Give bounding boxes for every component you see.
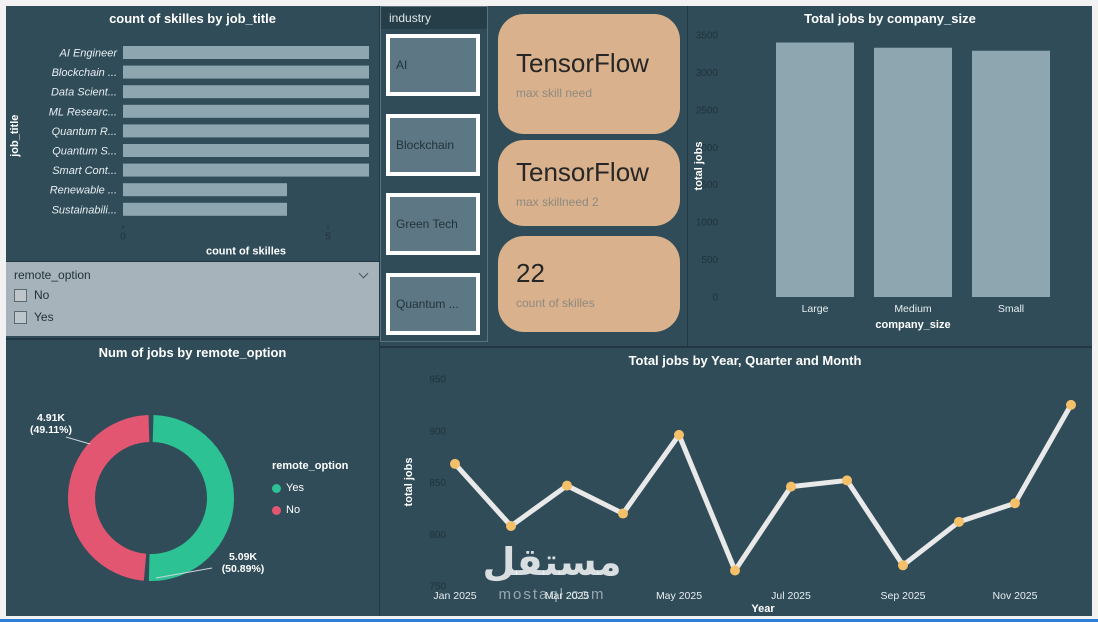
- svg-text:0: 0: [712, 293, 718, 304]
- svg-text:count of skilles: count of skilles: [206, 245, 286, 257]
- kpi-label: max skill need: [516, 86, 593, 100]
- svg-text:job_title: job_title: [9, 115, 21, 158]
- legend-dot-no: [272, 505, 281, 515]
- line-chart-title: Total jobs by Year, Quarter and Month: [628, 353, 862, 368]
- legend-label-yes: Yes: [286, 482, 304, 494]
- slicer-option-no[interactable]: No: [6, 284, 379, 306]
- svg-text:AI Engineer: AI Engineer: [59, 48, 119, 60]
- industry-tile-quantum[interactable]: Quantum ...: [386, 273, 480, 335]
- svg-text:Data Scient...: Data Scient...: [51, 87, 117, 99]
- kpi-label: count of skilles: [516, 296, 595, 310]
- svg-text:May 2025: May 2025: [656, 590, 702, 602]
- svg-text:(49.11%): (49.11%): [30, 424, 72, 436]
- divider: [687, 6, 688, 346]
- legend-dot-yes: [272, 483, 281, 493]
- svg-text:Year: Year: [751, 603, 775, 614]
- slicer-option-label: No: [34, 288, 50, 302]
- legend-item-no[interactable]: No: [272, 504, 348, 516]
- slicer-option-label: Yes: [34, 310, 54, 324]
- svg-text:Renewable ...: Renewable ...: [50, 185, 117, 197]
- company-size-chart-title: Total jobs by company_size: [804, 11, 976, 26]
- svg-text:Quantum S...: Quantum S...: [52, 146, 117, 158]
- legend-item-yes[interactable]: Yes: [272, 482, 348, 494]
- kpi-card-max-skill-need: TensorFlow max skill need: [498, 14, 680, 134]
- svg-text:950: 950: [429, 375, 446, 386]
- kpi-value: TensorFlow: [516, 48, 649, 78]
- industry-tile-ai[interactable]: AI: [386, 34, 480, 96]
- donut-chart-title: Num of jobs by remote_option: [98, 345, 287, 360]
- job-title-bar-chart[interactable]: AI Engineer Blockchain ... Data Scient... M…: [6, 30, 379, 261]
- tile-label: Green Tech: [396, 217, 458, 231]
- svg-text:Small: Small: [998, 303, 1024, 315]
- svg-text:Medium: Medium: [894, 303, 932, 315]
- svg-text:750: 750: [429, 582, 446, 593]
- svg-text:Jul 2025: Jul 2025: [771, 590, 811, 602]
- svg-text:company_size: company_size: [875, 319, 950, 331]
- company-size-bar-chart[interactable]: 0 500 1000 1500 2000 2500 3000 3500 Large Medium S…: [688, 30, 1092, 340]
- kpi-value: TensorFlow: [516, 157, 649, 187]
- company-size-bar-chart-panel: Total jobs by company_size 0 500 1000 1500 2…: [688, 6, 1092, 344]
- svg-text:3000: 3000: [696, 68, 719, 79]
- svg-text:3500: 3500: [696, 31, 719, 42]
- bottom-accent-bar: [0, 619, 1098, 622]
- svg-text:Mar 2025: Mar 2025: [545, 590, 590, 602]
- svg-text:Large: Large: [802, 303, 829, 315]
- slicer-title: remote_option: [14, 268, 91, 282]
- tile-label: Blockchain: [396, 138, 455, 152]
- divider: [380, 346, 1092, 348]
- tile-label: Quantum ...: [396, 297, 459, 311]
- svg-text:Blockchain ...: Blockchain ...: [52, 67, 117, 79]
- svg-text:850: 850: [429, 478, 446, 489]
- svg-text:total jobs: total jobs: [693, 142, 705, 191]
- svg-text:500: 500: [701, 255, 718, 266]
- svg-text:0: 0: [120, 231, 126, 242]
- svg-text:900: 900: [429, 426, 446, 437]
- svg-text:Nov 2025: Nov 2025: [993, 590, 1038, 602]
- kpi-card-max-skill-need-2: TensorFlow max skillneed 2: [498, 140, 680, 226]
- kpi-value: 22: [516, 258, 545, 288]
- svg-text:1500: 1500: [696, 180, 719, 191]
- svg-text:ML Researc...: ML Researc...: [49, 106, 117, 118]
- remote-option-donut-chart[interactable]: 5.09K(50.89%) 4.91K(49.11%): [6, 364, 379, 616]
- dashboard-canvas: count of skilles by job_title AI Enginee…: [6, 6, 1092, 616]
- remote-option-donut-panel: Num of jobs by remote_option 5.09K (50.89…: [6, 340, 379, 616]
- svg-text:5: 5: [325, 231, 331, 242]
- svg-text:(50.89%): (50.89%): [222, 563, 265, 575]
- tile-label: AI: [396, 58, 408, 72]
- legend-title: remote_option: [272, 460, 349, 472]
- checkbox-icon[interactable]: [14, 310, 27, 324]
- svg-text:Smart Cont...: Smart Cont...: [52, 165, 117, 177]
- svg-text:5.09K: 5.09K: [229, 551, 257, 563]
- industry-tile-blockchain[interactable]: Blockchain: [386, 114, 480, 176]
- industry-slicer-title: industry: [381, 7, 487, 29]
- jobs-by-month-line-chart[interactable]: 750 800 850 900 950 Jan 2025 Mar 2025 May 2025 J…: [398, 372, 1092, 614]
- svg-text:2000: 2000: [696, 143, 719, 154]
- chevron-down-icon[interactable]: [358, 268, 369, 278]
- legend-label-no: No: [286, 504, 301, 516]
- jobs-by-month-line-chart-panel: Total jobs by Year, Quarter and Month 75…: [398, 348, 1092, 616]
- slicer-header[interactable]: remote_option: [6, 262, 379, 284]
- kpi-card-count-of-skills: 22 count of skilles: [498, 236, 680, 332]
- divider: [6, 338, 379, 340]
- svg-text:Sustainabili...: Sustainabili...: [52, 204, 117, 216]
- slicer-option-yes[interactable]: Yes: [6, 306, 379, 328]
- industry-tile-green-tech[interactable]: Green Tech: [386, 193, 480, 255]
- svg-text:Jan 2025: Jan 2025: [433, 590, 476, 602]
- remote-option-slicer: remote_option No Yes: [6, 262, 379, 336]
- kpi-label: max skillneed 2: [516, 195, 599, 209]
- svg-text:1000: 1000: [696, 218, 719, 229]
- svg-text:Sep 2025: Sep 2025: [881, 590, 926, 602]
- job-title-bar-chart-panel: count of skilles by job_title AI Enginee…: [6, 6, 379, 261]
- svg-text:Quantum R...: Quantum R...: [52, 126, 117, 138]
- svg-text:total jobs: total jobs: [403, 458, 415, 507]
- svg-text:2500: 2500: [696, 105, 719, 116]
- divider: [6, 261, 379, 262]
- job-title-chart-title: count of skilles by job_title: [109, 11, 276, 26]
- svg-text:4.91K: 4.91K: [37, 412, 65, 424]
- donut-legend: remote_option Yes No: [272, 460, 348, 526]
- checkbox-icon[interactable]: [14, 288, 27, 302]
- svg-text:800: 800: [429, 530, 446, 541]
- industry-slicer: industry AI Blockchain Green Tech Quantu…: [380, 6, 488, 342]
- divider: [379, 6, 380, 616]
